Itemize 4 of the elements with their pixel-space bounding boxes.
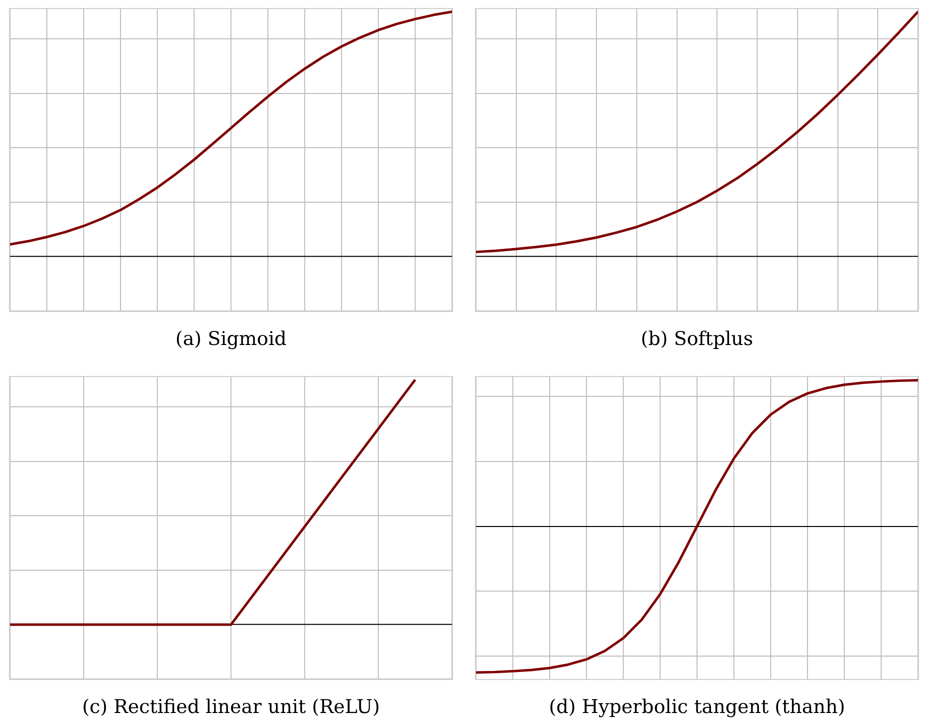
text: (b) Softplus	[640, 328, 754, 352]
text: (a) Sigmoid	[175, 328, 287, 352]
text: (c) Rectified linear unit (ReLU)	[82, 696, 380, 720]
text: (d) Hyperbolic tangent (thanh)	[548, 696, 846, 720]
